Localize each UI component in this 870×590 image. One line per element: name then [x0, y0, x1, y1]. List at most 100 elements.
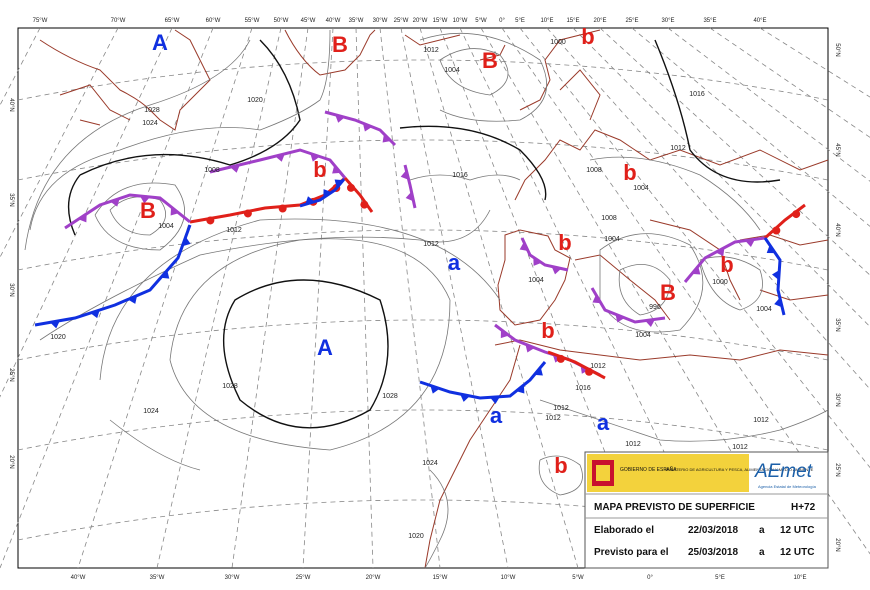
occ-symbol: [525, 344, 535, 353]
meridian: [572, 27, 870, 328]
top-lon-label: 65°W: [165, 18, 180, 24]
top-lon-label: 5°E: [515, 18, 525, 24]
info-made-time: 12 UTC: [780, 525, 814, 536]
top-lon-label: 15°W: [433, 18, 448, 24]
isobar-label: 1004: [444, 67, 460, 74]
meridian: [400, 27, 509, 569]
pressure-center: a: [597, 410, 610, 435]
isobar-label: 1012: [590, 363, 606, 370]
cold-symbol: [516, 384, 525, 394]
top-lon-label: 10°E: [540, 18, 553, 24]
cold-symbol: [127, 295, 138, 304]
front-warm: [763, 203, 806, 240]
occ-symbol: [335, 114, 345, 123]
parallel: [17, 59, 829, 101]
warm-symbol: [772, 226, 781, 235]
occ-symbol: [405, 191, 414, 202]
meridian: [156, 27, 282, 569]
info-made-label: Elaborado el: [594, 525, 654, 536]
occ-symbol: [592, 294, 602, 304]
meridian: [77, 27, 253, 569]
right-lat-label: 40°N: [834, 223, 840, 236]
isobar-label: 1024: [422, 460, 438, 467]
pressure-center: B: [660, 280, 676, 305]
cold-symbol: [430, 385, 440, 394]
top-lon-label: 25°E: [625, 18, 638, 24]
bottom-lon-label: 20°W: [366, 575, 381, 581]
left-lat-label: 20°N: [8, 455, 14, 468]
front-occ: [209, 148, 347, 179]
occ-symbol: [230, 164, 240, 173]
front-warm: [343, 177, 374, 213]
parallel: [17, 319, 829, 361]
info-made-date: 22/03/2018: [688, 525, 738, 536]
bottom-lon-label: 15°W: [433, 575, 448, 581]
bottom-lon-label: 35°W: [150, 575, 165, 581]
fronts: [34, 110, 806, 404]
warm-symbol: [360, 200, 369, 209]
top-lon-label: 35°W: [349, 18, 364, 24]
isobar-label: 1016: [452, 172, 468, 179]
cold-symbol: [160, 270, 170, 279]
left-lat-label: 35°N: [8, 193, 14, 206]
occ-symbol: [715, 247, 725, 257]
parallel: [17, 409, 829, 451]
isobar-label: 1012: [423, 47, 439, 54]
pressure-center: b: [313, 157, 326, 182]
meridian: [546, 27, 870, 390]
top-lon-label: 35°E: [703, 18, 716, 24]
occ-symbol: [400, 170, 409, 180]
top-lon-label: 20°E: [593, 18, 606, 24]
top-lon-label: 40°E: [753, 18, 766, 24]
meridian: [355, 27, 374, 569]
bottom-lon-label: 40°W: [71, 575, 86, 581]
occ-symbol: [382, 133, 392, 143]
isobar-label: 1004: [756, 306, 772, 313]
pressure-center: A: [317, 335, 333, 360]
isobar-label: 1004: [528, 277, 544, 284]
meridian: [302, 27, 334, 569]
left-lat-label: 40°N: [8, 98, 14, 111]
top-lon-label: 5°W: [475, 18, 487, 24]
right-lat-label: 30°N: [834, 393, 840, 406]
occ-symbol: [500, 329, 509, 339]
isobar-label: 1004: [635, 332, 651, 339]
info-agency: AEmet: [754, 461, 813, 482]
isobar-label: 1020: [408, 533, 424, 540]
occ-symbol: [170, 206, 179, 216]
top-lon-label: 20°W: [413, 18, 428, 24]
cold-symbol: [182, 236, 191, 247]
isobar-label: 1028: [144, 107, 160, 114]
top-lon-label: 30°E: [661, 18, 674, 24]
top-lon-label: 10°W: [453, 18, 468, 24]
warm-symbol: [556, 354, 565, 363]
bottom-lon-label: 25°W: [296, 575, 311, 581]
isobar-label: 1016: [689, 91, 705, 98]
info-ministry: MINISTERIO DE AGRICULTURA Y PESCA, ALIME…: [665, 467, 814, 472]
pressure-center: a: [448, 250, 461, 275]
isobar-label: 1028: [222, 383, 238, 390]
top-lon-label: 60°W: [206, 18, 221, 24]
coastlines: [39, 29, 829, 569]
top-lon-label: 45°W: [301, 18, 316, 24]
isobar-label: 1008: [601, 215, 617, 222]
isobar-label: 1012: [553, 405, 569, 412]
right-lat-label: 35°N: [834, 318, 840, 331]
meridian: [439, 27, 651, 569]
isobar-label: 1012: [545, 415, 561, 422]
occ-symbol: [533, 257, 542, 266]
cold-symbol: [490, 396, 500, 404]
isobar-label: 1012: [226, 227, 242, 234]
pressure-center: b: [581, 24, 594, 49]
meridian: [0, 27, 119, 259]
warm-symbol: [792, 210, 801, 219]
warm-symbol: [206, 216, 215, 225]
isobar-label: 1004: [158, 223, 174, 230]
isobar-label: 1020: [50, 334, 66, 341]
meridian: [667, 27, 870, 182]
isobar-label: 1012: [670, 145, 686, 152]
bottom-lon-label: 5°E: [715, 575, 725, 581]
right-lat-label: 45°N: [834, 143, 840, 156]
